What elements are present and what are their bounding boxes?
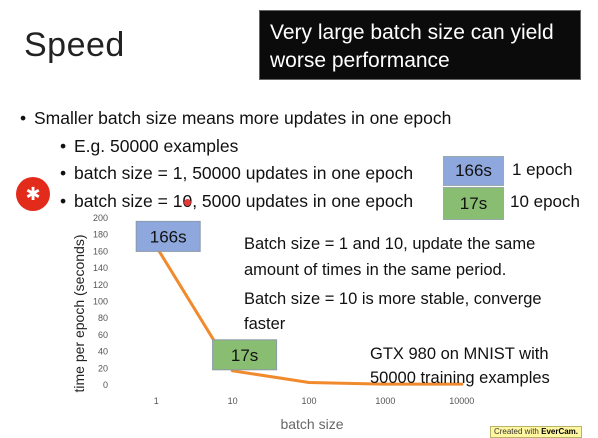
y-tick-label: 140 [93, 263, 108, 273]
y-tick-label: 200 [93, 213, 108, 223]
y-tick-label: 20 [98, 363, 108, 373]
note-line-4: faster [244, 315, 286, 333]
bullet-main: • Smaller batch size means more updates i… [20, 108, 451, 129]
data-point [460, 382, 464, 386]
watermark-prefix: Created with [493, 427, 539, 436]
point-label-box [135, 220, 201, 252]
y-tick-label: 100 [93, 297, 108, 307]
bullet-dot: • [60, 163, 67, 183]
x-tick-label: 1 [154, 396, 159, 406]
x-axis-label: batch size [280, 416, 343, 432]
callout-line-2: worse performance [270, 49, 450, 72]
y-tick-label: 60 [98, 330, 108, 340]
note-line-6: 50000 training examples [370, 369, 550, 387]
data-point [307, 380, 311, 384]
bullet-main-text: Smaller batch size means more updates in… [34, 108, 452, 128]
bullet-sub-1-text: E.g. 50000 examples [74, 136, 239, 156]
bullet-sub-2: • batch size = 1, 50000 updates in one ep… [60, 163, 413, 184]
y-tick-label: 40 [98, 347, 108, 357]
point-label-text: 166s [150, 227, 187, 246]
epoch-label-1: 1 epoch [512, 160, 573, 179]
epoch-label-2: 10 epoch [510, 192, 580, 211]
point-label-box [212, 339, 278, 371]
note-line-2: amount of times in the same period. [244, 261, 507, 279]
bullet-dot: • [20, 108, 27, 128]
y-axis-label: time per epoch (seconds) [71, 235, 87, 393]
pointer-dot-icon [184, 199, 191, 206]
y-tick-label: 120 [93, 280, 108, 290]
point-label-text: 17s [231, 346, 258, 365]
bullet-sub-3: • batch size = 10, 5000 updates in one ep… [60, 191, 413, 212]
callout-line-1: Very large batch size can yield [270, 21, 554, 44]
evercam-watermark: Created with EverCam. [490, 426, 582, 438]
note-line-5: GTX 980 on MNIST with [370, 345, 549, 363]
y-tick-label: 160 [93, 246, 108, 256]
y-tick-label: 0 [103, 380, 108, 390]
note-line-3: Batch size = 10 is more stable, converge [244, 290, 542, 308]
bullet-sub-2-text: batch size = 1, 50000 updates in one epo… [74, 163, 414, 183]
slide-title: Speed [24, 26, 125, 64]
bullet-dot: • [60, 136, 67, 156]
x-tick-label: 10 [228, 396, 238, 406]
x-tick-label: 10000 [449, 396, 474, 406]
data-point [383, 382, 387, 386]
bullet-sub-3-text: batch size = 10, 5000 updates in one epo… [74, 191, 414, 211]
y-tick-label: 180 [93, 230, 108, 240]
watermark-brand: EverCam. [541, 427, 579, 436]
presenter-stamp-icon: ✱ [16, 177, 50, 211]
performance-callout: Very large batch size can yield worse pe… [259, 10, 581, 80]
note-line-1: Batch size = 1 and 10, update the same [244, 235, 536, 253]
x-tick-label: 1000 [375, 396, 395, 406]
epoch-time-tag-1: 166s [443, 156, 504, 186]
epoch-time-tag-2: 17s [443, 187, 504, 220]
y-tick-label: 80 [98, 313, 108, 323]
bullet-sub-1: • E.g. 50000 examples [60, 136, 238, 157]
bullet-dot: • [60, 191, 67, 211]
x-tick-label: 100 [301, 396, 316, 406]
